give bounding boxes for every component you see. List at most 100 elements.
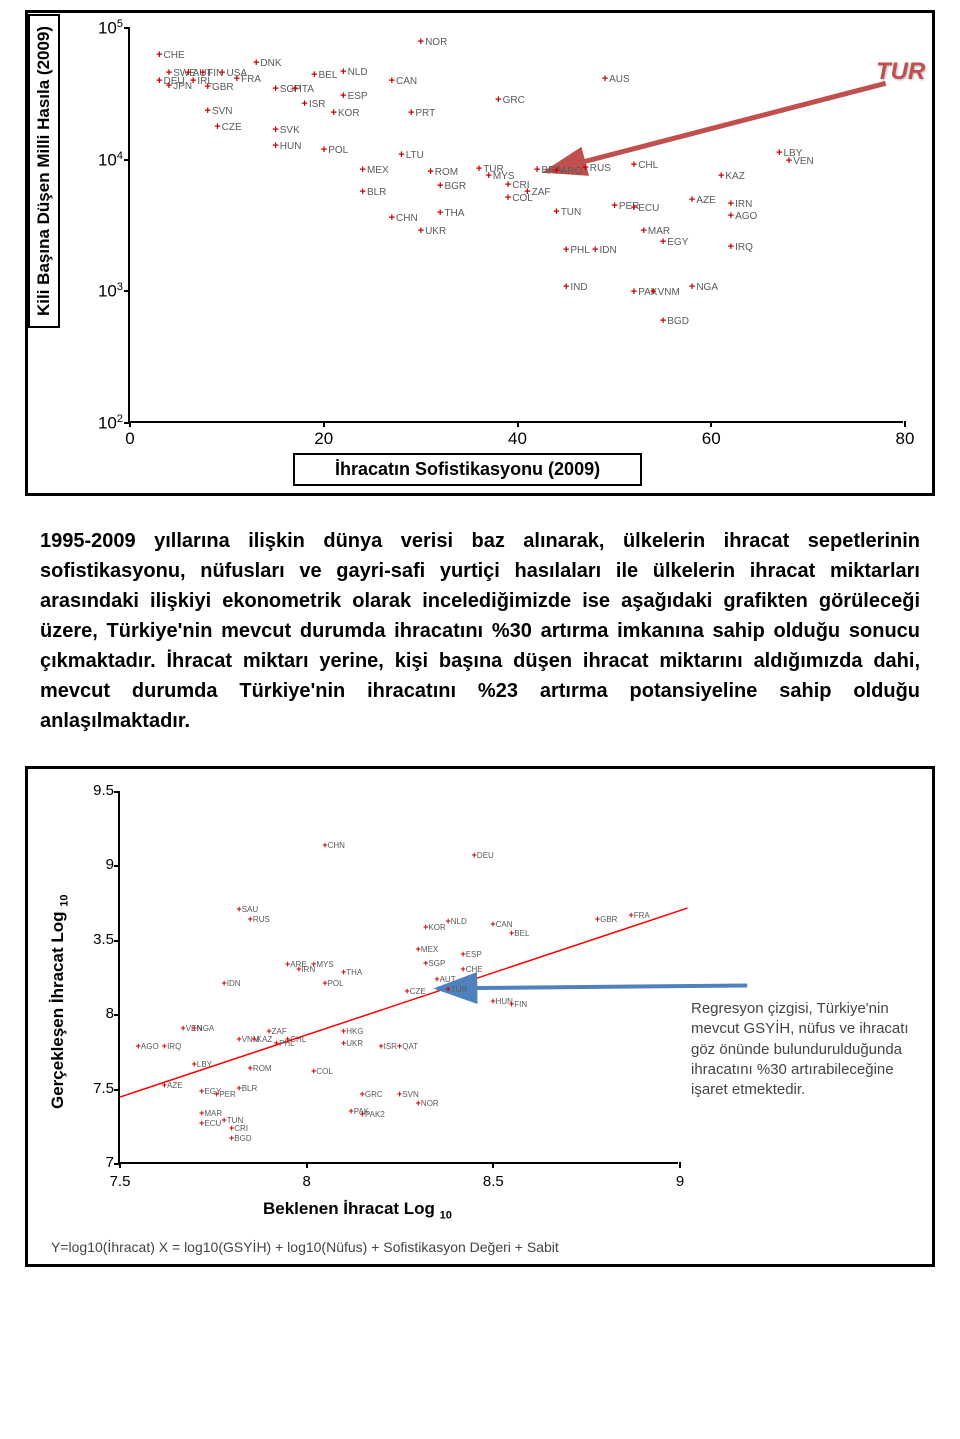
chart1-point: POL: [321, 144, 348, 156]
chart2-point: UKR: [341, 1038, 363, 1048]
chart1-xtick: 20: [314, 429, 333, 449]
chart1-ytick: 102: [75, 413, 123, 434]
chart1-point: BEL: [311, 69, 337, 81]
chart1-point: AGO: [728, 210, 758, 222]
chart2-point: NLD: [446, 916, 467, 926]
chart2-point: ZAF: [266, 1026, 286, 1036]
chart1-point: KOR: [330, 107, 359, 119]
chart1-point: PRT: [408, 107, 435, 119]
chart2-annotation: Regresyon çizgisi, Türkiye'nin mevcut GS…: [691, 999, 909, 1100]
chart2-point: MEX: [416, 944, 439, 954]
chart1-point: ROM: [427, 166, 458, 178]
chart1-xtick: 80: [896, 429, 915, 449]
chart1-point: VNM: [650, 286, 680, 298]
chart1-ytick: 105: [75, 18, 123, 39]
chart2-plot-area: 77.583.599.57.588.59CHNDEUSAURUSNLDKORCA…: [118, 792, 678, 1164]
chart2-point: COL: [311, 1066, 333, 1076]
chart1-point: THA: [437, 207, 464, 219]
chart1-point: AZE: [689, 194, 716, 206]
chart1-point: BLR: [360, 186, 387, 198]
chart1-point: RUS: [582, 162, 611, 174]
chart2-x-axis-text: Beklenen İhracat Log: [263, 1199, 435, 1218]
chart2-point: PER: [214, 1089, 236, 1099]
chart1-point: ITA: [292, 83, 314, 95]
chart1-point: GBR: [205, 81, 234, 93]
chart1-point: EGY: [660, 236, 689, 248]
chart2-point: POL: [322, 978, 343, 988]
chart2-xtick: 7.5: [110, 1173, 131, 1190]
chart2-y-axis-sub: 10: [58, 895, 70, 907]
chart2-point: SGP: [423, 958, 445, 968]
chart1-point: TUN: [553, 206, 581, 218]
chart1-point: CHN: [389, 212, 418, 224]
chart1-point: HUN: [272, 140, 301, 152]
chart2-point: PHL: [274, 1038, 295, 1048]
chart1-point: ARG: [553, 165, 582, 177]
chart1-point: GRC: [495, 94, 525, 106]
chart2-point: QAT: [397, 1041, 418, 1051]
chart1-point: IDN: [592, 244, 617, 256]
chart1-point: IRQ: [728, 241, 753, 253]
chart2-y-axis-label: Gerçekleşen İhracat Log 10: [48, 895, 70, 1109]
chart1-point: BGD: [660, 315, 689, 327]
chart1-point: UKR: [418, 225, 447, 237]
chart1-point: COL: [505, 192, 533, 204]
chart1-point: VEN: [786, 155, 814, 167]
chart2-point: SAU: [236, 904, 258, 914]
chart2-point: NOR: [416, 1098, 439, 1108]
chart1-point: CHE: [156, 49, 185, 61]
chart2-y-axis-text: Gerçekleşen İhracat Log: [48, 912, 67, 1109]
chart1-point: ESP: [340, 90, 367, 102]
chart1-point: ECU: [631, 202, 660, 214]
chart2-point: CHE: [460, 964, 482, 974]
chart2-point: AZE: [162, 1080, 183, 1090]
chart2-point: ESP: [460, 949, 481, 959]
body-paragraph: 1995-2009 yıllarına ilişkin dünya verisi…: [40, 526, 920, 736]
chart2-point: GBR: [595, 914, 618, 924]
chart2-xtick: 8: [302, 1173, 310, 1190]
chart2-point: MYS: [311, 959, 334, 969]
chart1-xtick: 60: [702, 429, 721, 449]
chart2-point: NGA: [192, 1023, 215, 1033]
chart1-point: SVK: [272, 124, 299, 136]
chart2-point: LBY: [192, 1059, 212, 1069]
chart2-ytick: 3.5: [78, 931, 114, 948]
chart1: Kili Başına Düşen Milli Hasıla (2009) İh…: [33, 18, 927, 488]
chart1-point: FRA: [234, 73, 261, 85]
chart1-point: SVN: [205, 105, 233, 117]
chart2-point: BEL: [509, 928, 529, 938]
chart2-point: AUT: [434, 974, 455, 984]
chart2-point: BGD: [229, 1133, 252, 1143]
chart2-point: AGO: [136, 1041, 159, 1051]
chart2-point: IDN: [222, 978, 241, 988]
chart1-plot-area: TUR 102103104105020406080CHESWEAUTFINDNK…: [128, 28, 903, 423]
chart2-x-axis-sub: 10: [440, 1209, 452, 1221]
chart2-ytick: 7.5: [78, 1080, 114, 1097]
chart2-point: IRQ: [162, 1041, 182, 1051]
chart2-point: DEU: [472, 850, 494, 860]
chart2-ytick: 9: [78, 856, 114, 873]
chart1-point: LTU: [398, 149, 424, 161]
chart2-x-axis-label: Beklenen İhracat Log 10: [263, 1199, 452, 1221]
chart2-point: ECU: [199, 1118, 221, 1128]
chart1-point: MEX: [360, 164, 389, 176]
chart1-point: NGA: [689, 281, 718, 293]
chart1-point: NLD: [340, 66, 367, 78]
chart1-point: CZE: [214, 121, 241, 133]
chart1-point: DNK: [253, 57, 282, 69]
chart1-point: AUS: [602, 73, 630, 85]
chart1-x-axis-label: İhracatın Sofistikasyonu (2009): [293, 453, 642, 486]
chart2-xtick: 9: [676, 1173, 684, 1190]
chart2-point: CRI: [229, 1123, 248, 1133]
chart2-point: ROM: [248, 1063, 272, 1073]
chart2-point: FRA: [628, 910, 649, 920]
chart1-xtick: 40: [508, 429, 527, 449]
chart2-formula: Y=log10(İhracat) X = log10(GSYİH) + log1…: [51, 1239, 559, 1255]
tur-highlight-label: TUR: [876, 58, 925, 86]
chart1-point: JPN: [166, 80, 192, 92]
chart2-point: HKG: [341, 1026, 364, 1036]
tur-arrow-icon: [130, 28, 905, 423]
chart1-frame: Kili Başına Düşen Milli Hasıla (2009) İh…: [25, 10, 935, 496]
chart2-point: GRC: [360, 1089, 383, 1099]
chart2-point: BLR: [236, 1083, 257, 1093]
